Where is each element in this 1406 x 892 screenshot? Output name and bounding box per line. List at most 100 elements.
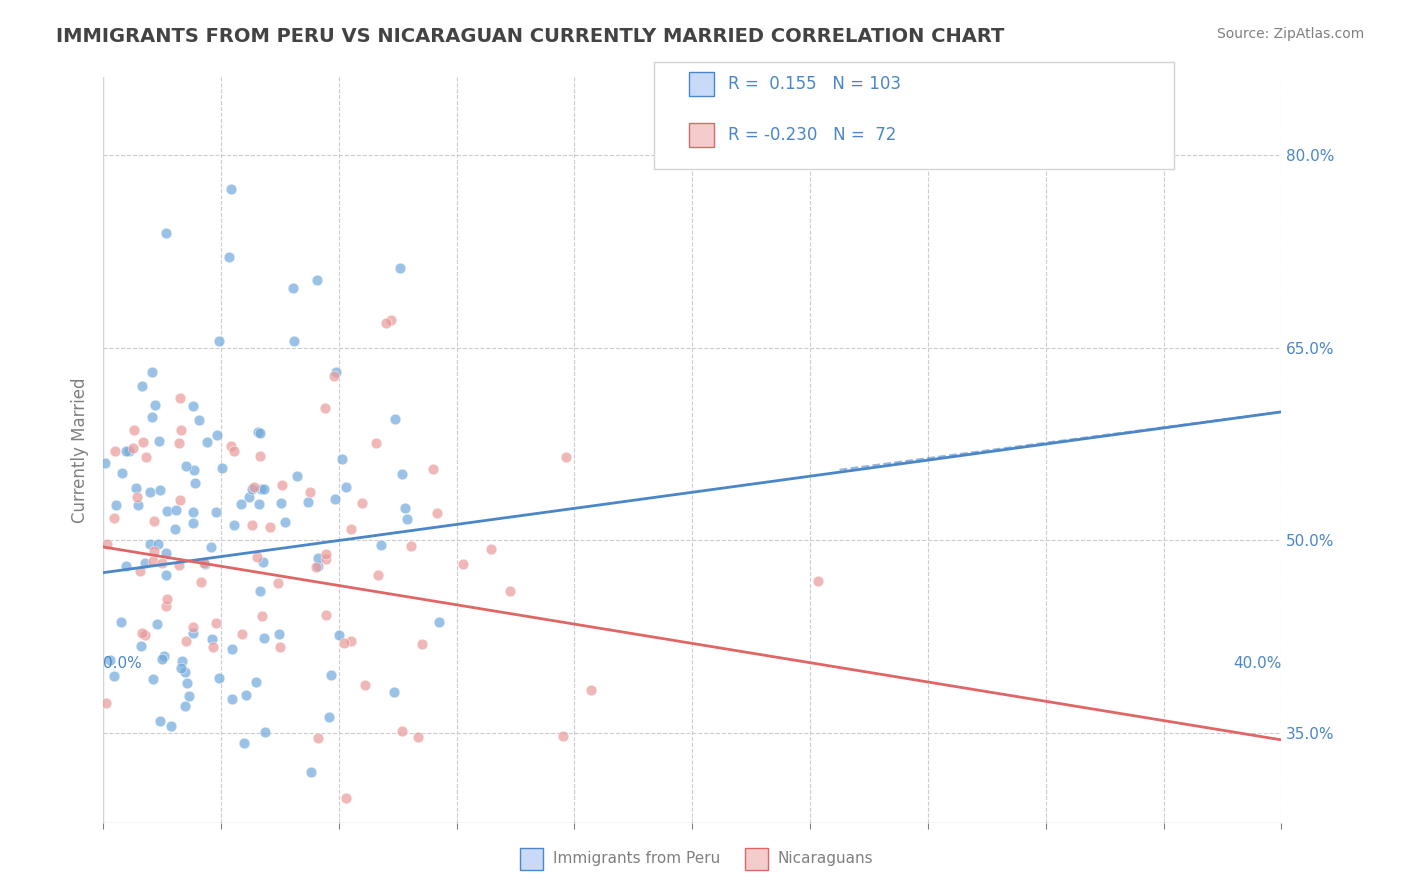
Point [332,452,354,467]
Point [143,398,166,412]
Point [231,627,253,641]
Point [160,719,183,733]
Point [150,556,173,570]
Point [233,736,256,750]
Point [325,365,347,379]
Point [382,684,405,698]
Point [318,710,340,724]
Text: Source: ZipAtlas.com: Source: ZipAtlas.com [1216,27,1364,41]
Point [122,423,145,437]
Point [131,625,153,640]
Point [340,522,363,536]
Point [399,540,422,554]
Point [103,668,125,682]
Point [249,425,271,440]
Point [139,536,162,550]
Point [211,461,233,475]
Point [156,504,179,518]
Point [94,696,117,710]
Point [143,514,166,528]
Y-axis label: Currently Married: Currently Married [72,377,89,524]
Point [204,615,226,630]
Point [335,790,357,805]
Point [169,661,191,675]
Point [283,334,305,348]
Point [114,559,136,574]
Point [254,725,277,739]
Point [111,466,134,480]
Point [297,495,319,509]
Point [139,484,162,499]
Point [155,599,177,614]
Point [394,500,416,515]
Point [103,511,125,525]
Point [149,483,172,497]
Point [125,491,148,505]
Point [319,668,342,682]
Point [148,714,170,728]
Point [190,574,212,589]
Point [150,652,173,666]
Point [328,628,350,642]
Point [269,640,291,654]
Point [391,467,413,482]
Point [104,498,127,512]
Point [172,654,194,668]
Point [267,576,290,591]
Point [270,496,292,510]
Point [240,483,263,497]
Point [269,627,291,641]
Point [247,497,270,511]
Point [219,439,242,453]
Point [155,226,177,240]
Point [135,450,157,464]
Point [128,565,150,579]
Point [299,485,322,500]
Point [193,556,215,570]
Point [173,665,195,679]
Point [181,399,204,413]
Point [163,522,186,536]
Point [364,436,387,450]
Point [141,365,163,379]
Point [238,490,260,504]
Point [252,555,274,569]
Point [555,450,578,465]
Point [235,688,257,702]
Point [370,538,392,552]
Point [274,515,297,529]
Text: IMMIGRANTS FROM PERU VS NICARAGUAN CURRENTLY MARRIED CORRELATION CHART: IMMIGRANTS FROM PERU VS NICARAGUAN CURRE… [56,27,1005,45]
Point [155,567,177,582]
Point [222,518,245,533]
Point [221,691,243,706]
Point [156,592,179,607]
Point [110,615,132,630]
Point [96,537,118,551]
Point [142,673,165,687]
Point [205,427,228,442]
Point [249,449,271,463]
Point [183,620,205,634]
Point [395,511,418,525]
Point [479,541,502,556]
Point [299,764,322,779]
Point [183,505,205,519]
Point [200,540,222,554]
Point [389,260,412,275]
Point [118,444,141,458]
Point [305,560,328,574]
Point [174,634,197,648]
Point [323,368,346,383]
Point [184,475,207,490]
Point [581,683,603,698]
Point [352,496,374,510]
Point [315,607,337,622]
Point [208,672,231,686]
Point [155,546,177,560]
Point [240,518,263,533]
Point [177,690,200,704]
Point [174,458,197,473]
Point [181,625,204,640]
Point [115,443,138,458]
Point [121,441,143,455]
